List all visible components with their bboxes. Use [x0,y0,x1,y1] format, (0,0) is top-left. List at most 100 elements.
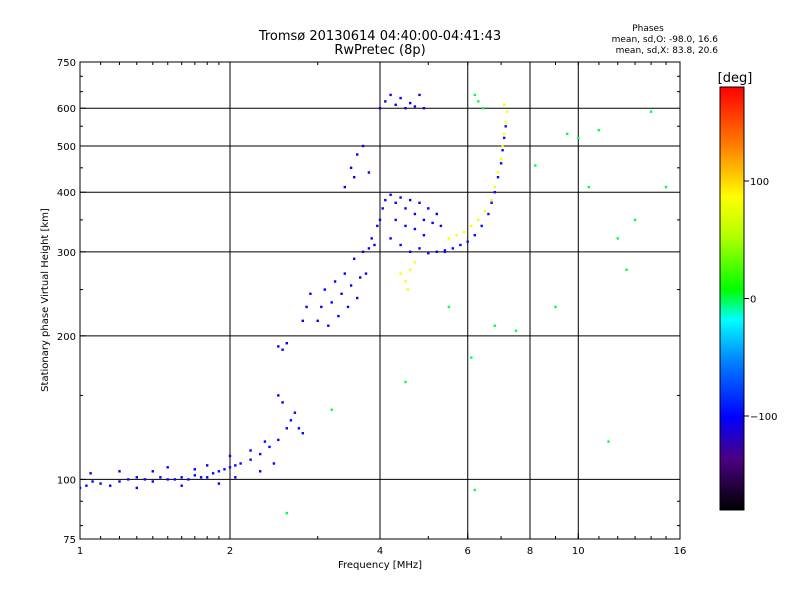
data-point [664,185,668,189]
data-point [337,314,340,318]
data-point [268,445,271,449]
data-point [389,237,392,240]
data-point [305,305,308,309]
data-point [413,227,417,231]
data-point [285,342,288,345]
data-point [143,478,147,481]
data-point [223,468,226,471]
x-tick-label: 8 [527,546,533,557]
data-point [301,319,304,322]
data-point [404,380,407,384]
data-point [249,449,252,452]
colorbar-ticks: 100 0 −100 [744,177,777,423]
data-point [378,218,382,222]
data-point [285,427,288,430]
data-point [607,440,610,443]
x-tick-label: 6 [465,546,471,557]
x-tick-label: 1 [77,546,83,557]
data-point [353,176,356,179]
data-point [480,224,483,228]
data-point [135,476,138,479]
data-point [499,162,503,165]
data-point [503,103,506,106]
data-point [206,476,209,479]
phase-info-x: mean, sd,X: 83.8, 20.6 [616,46,719,56]
colorbar [719,86,745,511]
data-point [503,132,506,136]
x-axis-ticks: 1 2 4 6 8 10 16 [77,62,686,557]
y-axis-ticks: 75 100 200 300 400 500 600 750 [57,58,680,546]
y-tick-label: 100 [57,475,76,486]
data-point [504,125,507,128]
data-point [281,401,284,404]
data-point [587,185,590,189]
data-point [470,224,473,228]
data-point [422,234,426,237]
data-point [633,218,637,222]
data-point [470,356,473,359]
data-point [389,193,392,196]
data-point [323,288,326,291]
data-point [431,221,434,225]
data-point [399,196,402,199]
data-point [422,218,426,222]
data-point [166,478,169,481]
data-point [443,249,447,252]
data-point [487,212,490,216]
data-point [293,411,297,414]
data-point [99,482,102,485]
colorbar-tick-label: 100 [750,177,769,188]
data-point [91,480,94,483]
data-point [330,301,333,304]
y-tick-label: 200 [57,332,76,343]
data-point [285,511,288,515]
data-point [217,482,221,485]
colorbar-label: [deg] [718,71,753,86]
data-point [427,252,430,255]
y-tick-label: 500 [57,142,76,153]
data-point [413,261,417,264]
data-point [394,201,397,204]
data-point [399,243,402,247]
data-point [353,257,356,260]
data-point [413,105,417,108]
data-point [625,268,628,271]
data-point [346,305,350,309]
data-point [577,136,580,140]
data-point [496,176,500,179]
data-point [361,250,365,253]
data-point [493,191,496,194]
data-point [404,107,407,110]
data-point [496,171,500,174]
data-point [370,237,373,240]
data-point [439,224,443,228]
data-point [327,324,330,327]
data-point [503,136,506,140]
data-point [359,276,362,279]
data-point [427,207,430,210]
chart-title: Tromsø 20130614 04:40:00-04:41:43 [258,29,501,44]
data-point [135,486,138,490]
data-point [554,305,557,309]
data-point [493,324,496,327]
data-point [364,272,368,275]
data-point [490,201,493,204]
data-points [80,93,668,515]
data-point [309,292,312,295]
data-point [180,484,183,487]
y-tick-label: 400 [57,188,76,199]
data-point [447,305,451,309]
data-point [228,454,232,458]
data-point [206,464,209,467]
data-point [394,218,397,222]
x-tick-label: 10 [572,546,585,557]
data-point [499,157,503,160]
data-point [455,234,458,237]
data-point [340,292,343,295]
data-point [187,478,190,481]
data-point [616,237,619,240]
data-point [193,474,196,477]
data-point [389,93,392,97]
data-point [404,224,407,228]
data-point [473,234,476,237]
